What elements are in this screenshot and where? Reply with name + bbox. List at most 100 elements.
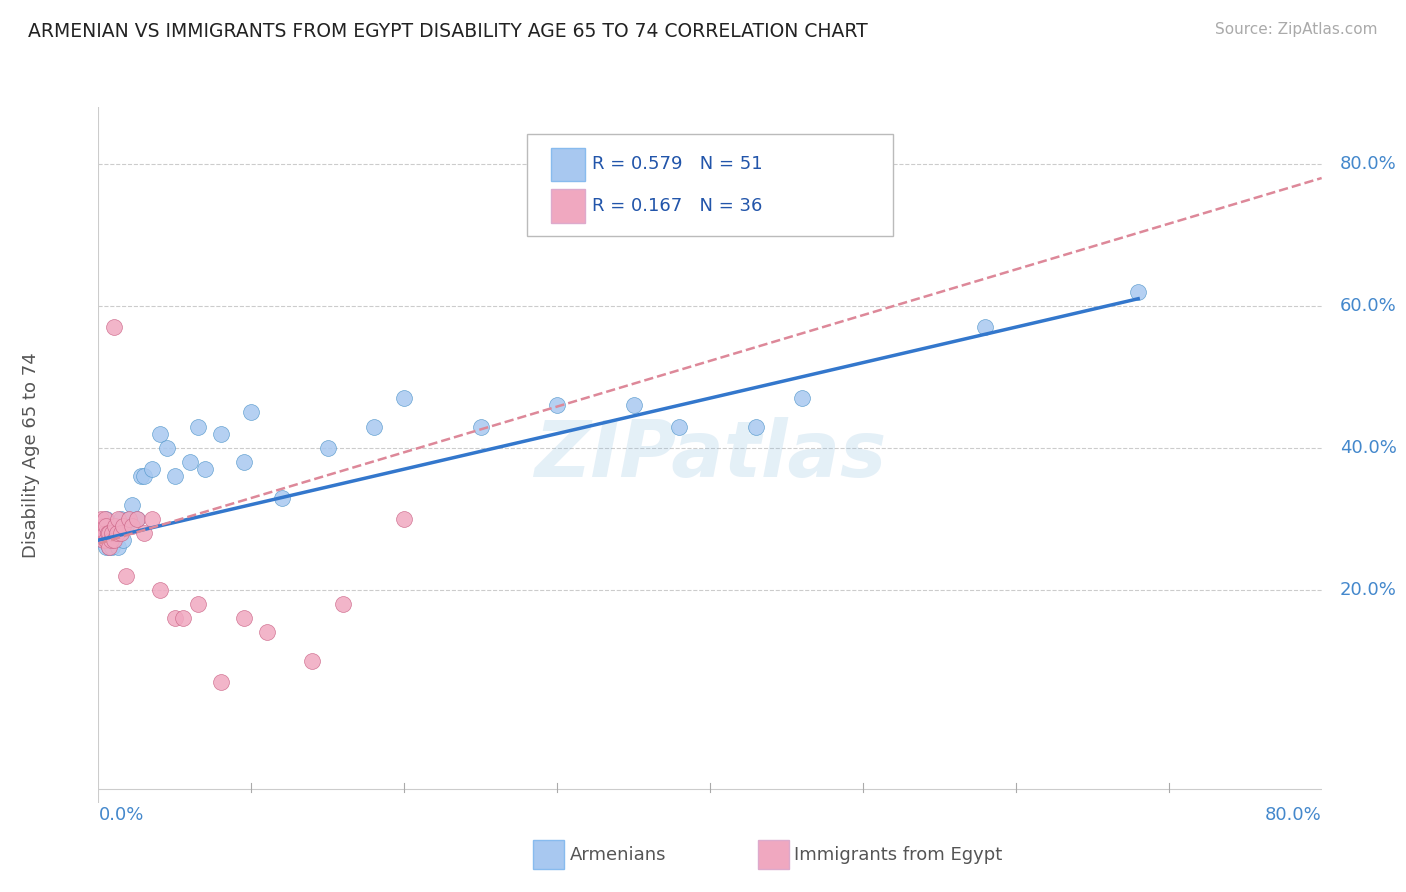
Point (790, 391, 813, 405)
Point (623, 398, 645, 412)
Point (745, 419, 768, 434)
Point (105, 526, 128, 541)
Point (94, 533, 117, 548)
Point (98, 540, 121, 554)
Point (105, 526, 128, 541)
Point (256, 625, 278, 640)
Point (93, 519, 115, 533)
Point (546, 398, 568, 412)
Text: R = 0.167   N = 36: R = 0.167 N = 36 (592, 197, 762, 215)
Text: ZIPatlas: ZIPatlas (534, 417, 886, 493)
Point (134, 526, 156, 541)
Point (232, 455, 254, 469)
Point (470, 419, 492, 434)
Point (149, 582, 172, 597)
Point (125, 512, 148, 526)
Point (101, 540, 124, 554)
Point (1128, 285, 1150, 299)
Text: Disability Age 65 to 74: Disability Age 65 to 74 (22, 352, 41, 558)
Point (101, 526, 124, 541)
Point (91, 533, 114, 548)
Point (240, 405, 263, 419)
Point (98, 540, 121, 554)
Point (392, 391, 416, 405)
Text: 0.0%: 0.0% (98, 806, 143, 824)
Point (163, 611, 186, 625)
Point (103, 533, 125, 548)
Point (301, 654, 323, 668)
Point (134, 469, 156, 483)
Point (668, 419, 690, 434)
Point (90, 512, 112, 526)
Point (232, 611, 254, 625)
Text: 40.0%: 40.0% (1340, 439, 1398, 457)
Point (129, 469, 152, 483)
Point (270, 491, 292, 505)
Text: Immigrants from Egypt: Immigrants from Egypt (794, 846, 1002, 863)
Point (100, 519, 122, 533)
Point (110, 512, 132, 526)
Point (121, 519, 143, 533)
Point (93, 526, 115, 541)
Point (316, 441, 339, 455)
Point (94, 519, 117, 533)
Point (89, 526, 111, 541)
Point (392, 512, 416, 526)
Text: 20.0%: 20.0% (1340, 581, 1398, 599)
Point (93, 512, 115, 526)
Point (93, 533, 115, 548)
Point (141, 512, 163, 526)
Text: Source: ZipAtlas.com: Source: ZipAtlas.com (1215, 22, 1378, 37)
Point (118, 512, 141, 526)
Point (141, 462, 163, 476)
Point (149, 426, 172, 441)
Point (110, 526, 132, 541)
Point (115, 568, 138, 582)
Point (974, 320, 997, 334)
Point (94, 540, 117, 554)
Text: ARMENIAN VS IMMIGRANTS FROM EGYPT DISABILITY AGE 65 TO 74 CORRELATION CHART: ARMENIAN VS IMMIGRANTS FROM EGYPT DISABI… (28, 22, 868, 41)
Point (97, 533, 120, 548)
Point (100, 533, 122, 548)
Point (104, 519, 127, 533)
Point (107, 512, 129, 526)
Point (332, 597, 354, 611)
Point (179, 455, 201, 469)
Point (209, 675, 232, 690)
Point (90, 526, 112, 541)
Point (121, 498, 143, 512)
Text: 60.0%: 60.0% (1340, 297, 1396, 315)
Point (103, 519, 125, 533)
Point (194, 462, 217, 476)
Point (107, 540, 129, 554)
Point (94, 526, 117, 541)
Point (156, 441, 179, 455)
Point (103, 320, 125, 334)
Point (108, 526, 131, 541)
Point (100, 533, 122, 548)
Point (172, 611, 194, 625)
Text: 80.0%: 80.0% (1265, 806, 1322, 824)
Text: Armenians: Armenians (569, 846, 666, 863)
Point (98, 526, 121, 541)
Point (91, 533, 114, 548)
Point (187, 597, 209, 611)
Point (163, 469, 186, 483)
Point (94, 512, 117, 526)
Point (91, 519, 114, 533)
Point (125, 512, 148, 526)
Text: R = 0.579   N = 51: R = 0.579 N = 51 (592, 155, 762, 173)
Point (115, 519, 138, 533)
Point (101, 526, 124, 541)
Text: 80.0%: 80.0% (1340, 155, 1396, 173)
Point (111, 533, 134, 548)
Point (363, 419, 385, 434)
Point (111, 519, 134, 533)
Point (104, 533, 127, 548)
Point (97, 526, 120, 541)
Point (91, 519, 114, 533)
Point (209, 426, 232, 441)
Point (187, 419, 209, 434)
Point (118, 512, 141, 526)
Point (98, 526, 121, 541)
